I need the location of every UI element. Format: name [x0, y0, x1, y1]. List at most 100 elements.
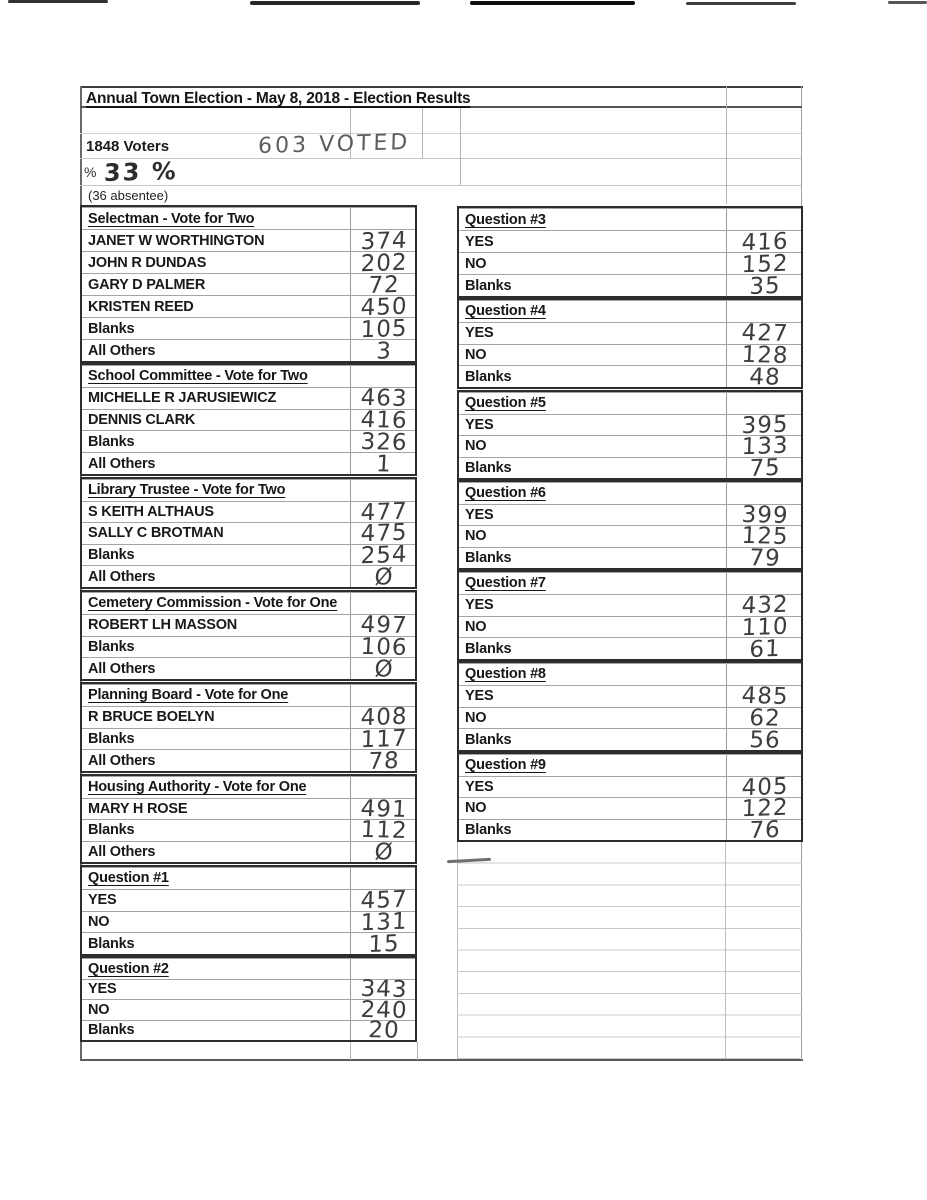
result-row: Blanks 48: [459, 363, 801, 391]
result-label: Blanks: [465, 821, 512, 838]
result-row: Blanks 56: [459, 726, 801, 754]
results-section: Library Trustee - Vote for Two S KEITH AL…: [80, 477, 417, 591]
section-title: Planning Board - Vote for One: [88, 687, 289, 704]
result-row: All Others Ø: [82, 563, 415, 591]
section-title: School Committee - Vote for Two: [88, 368, 308, 385]
result-row: NO 110: [459, 613, 801, 641]
results-section: Question #5 YES 395 NO 133 Blanks 75: [457, 390, 803, 482]
percent-symbol-label: %: [84, 164, 97, 180]
bottom-strip-gridline: [417, 1042, 418, 1060]
result-label: DENNIS CLARK: [88, 411, 196, 428]
result-label: NO: [88, 1001, 110, 1018]
scan-artifact: [470, 1, 635, 5]
result-row: YES 485: [459, 683, 801, 710]
vote-count-handwritten: Ø: [374, 563, 395, 591]
results-section: Question #3 YES 416 NO 152 Blanks 35: [457, 206, 803, 299]
result-label: Blanks: [465, 459, 512, 476]
result-row: YES 405: [459, 773, 801, 801]
result-label: All Others: [88, 568, 156, 585]
vote-count-handwritten: 61: [748, 635, 782, 663]
scan-artifact: [686, 2, 796, 5]
header-gridline-vertical: [350, 106, 351, 158]
vote-count-handwritten: 15: [367, 930, 401, 958]
section-header-row: School Committee - Vote for Two: [82, 365, 415, 387]
results-section: Question #2 YES 343 NO 240 Blanks 20: [80, 956, 417, 1044]
result-label: YES: [88, 892, 117, 909]
result-row: YES 427: [459, 320, 801, 347]
page-title: Annual Town Election - May 8, 2018 - Ele…: [86, 90, 471, 107]
result-row: DENNIS CLARK 416: [82, 407, 415, 434]
result-row: Blanks 79: [459, 545, 801, 571]
result-row: All Others 3: [82, 338, 415, 364]
vote-count-handwritten: 20: [367, 1017, 401, 1044]
result-row: KRISTEN REED 450: [82, 293, 415, 321]
vote-count-handwritten: Ø: [373, 655, 395, 683]
vote-count-handwritten: 48: [748, 363, 782, 391]
header-gridline: [80, 185, 801, 186]
result-label: JANET W WORTHINGTON: [88, 232, 265, 249]
result-row: NO 122: [459, 795, 801, 823]
section-title: Selectman - Vote for Two: [88, 210, 255, 227]
result-row: Blanks 326: [82, 429, 415, 456]
result-row: YES 432: [459, 592, 801, 619]
vote-count-handwritten: Ø: [373, 838, 395, 866]
results-section: School Committee - Vote for Two MICHELLE …: [80, 363, 417, 477]
result-row: Blanks 61: [459, 635, 801, 663]
results-section: Cemetery Commission - Vote for One ROBERT…: [80, 590, 417, 683]
result-label: Blanks: [88, 730, 135, 747]
result-row: YES 457: [82, 887, 415, 914]
result-row: JOHN R DUNDAS 202: [82, 249, 415, 277]
result-row: SALLY C BROTMAN 475: [82, 520, 415, 548]
result-label: YES: [465, 233, 494, 250]
section-title: Question #6: [465, 485, 546, 502]
result-label: MICHELLE R JARUSIEWICZ: [88, 390, 277, 407]
result-row: All Others Ø: [82, 655, 415, 683]
results-section: Selectman - Vote for Two JANET W WORTHING…: [80, 205, 417, 364]
scan-artifact: [888, 1, 927, 4]
result-label: JOHN R DUNDAS: [88, 254, 207, 271]
result-row: NO 152: [459, 250, 801, 278]
result-label: Blanks: [88, 320, 135, 337]
result-row: MARY H ROSE 491: [82, 796, 415, 823]
result-label: Blanks: [88, 935, 135, 952]
result-label: NO: [465, 438, 487, 455]
vote-count-handwritten: 35: [748, 272, 782, 300]
result-label: Blanks: [465, 368, 512, 385]
header-gridline-vertical: [422, 106, 423, 158]
section-title: Question #5: [465, 395, 546, 412]
result-row: GARY D PALMER 72: [82, 271, 415, 298]
value-column-divider: [350, 365, 351, 474]
section-header-row: Question #8: [459, 663, 801, 685]
result-label: MARY H ROSE: [88, 800, 188, 817]
section-title: Cemetery Commission - Vote for One: [88, 595, 338, 612]
result-label: NO: [465, 528, 487, 545]
section-title: Library Trustee - Vote for Two: [88, 482, 286, 499]
result-label: Blanks: [88, 547, 135, 564]
section-header-row: Question #3: [459, 208, 801, 230]
result-row: Blanks 254: [82, 542, 415, 569]
value-column-divider: [350, 479, 351, 587]
result-label: ROBERT LH MASSON: [88, 617, 238, 634]
result-row: All Others 78: [82, 747, 415, 775]
vote-count-handwritten: 56: [748, 726, 782, 754]
result-row: Blanks 106: [82, 634, 415, 661]
result-label: NO: [465, 346, 487, 363]
section-header-row: Question #4: [459, 300, 801, 322]
result-label: YES: [465, 506, 494, 523]
section-header-row: Question #7: [459, 572, 801, 594]
section-header-row: Question #6: [459, 482, 801, 504]
section-title: Question #9: [465, 757, 546, 774]
section-title: Question #2: [88, 960, 169, 977]
result-row: Blanks 105: [82, 315, 415, 343]
result-row: MICHELLE R JARUSIEWICZ 463: [82, 385, 415, 412]
absentee-note: (36 absentee): [88, 188, 169, 203]
result-label: Blanks: [465, 549, 512, 566]
header-gridline-vertical: [460, 106, 461, 185]
result-label: GARY D PALMER: [88, 276, 206, 293]
result-row: Blanks 35: [459, 272, 801, 299]
results-section: Planning Board - Vote for One R BRUCE BOE…: [80, 682, 417, 775]
voters-count-label: 1848 Voters: [86, 138, 170, 155]
result-row: Blanks 75: [459, 455, 801, 482]
result-label: YES: [88, 981, 117, 998]
